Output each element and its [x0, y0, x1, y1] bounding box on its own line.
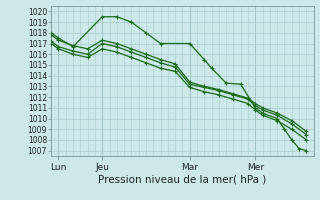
X-axis label: Pression niveau de la mer( hPa ): Pression niveau de la mer( hPa ): [98, 175, 267, 185]
